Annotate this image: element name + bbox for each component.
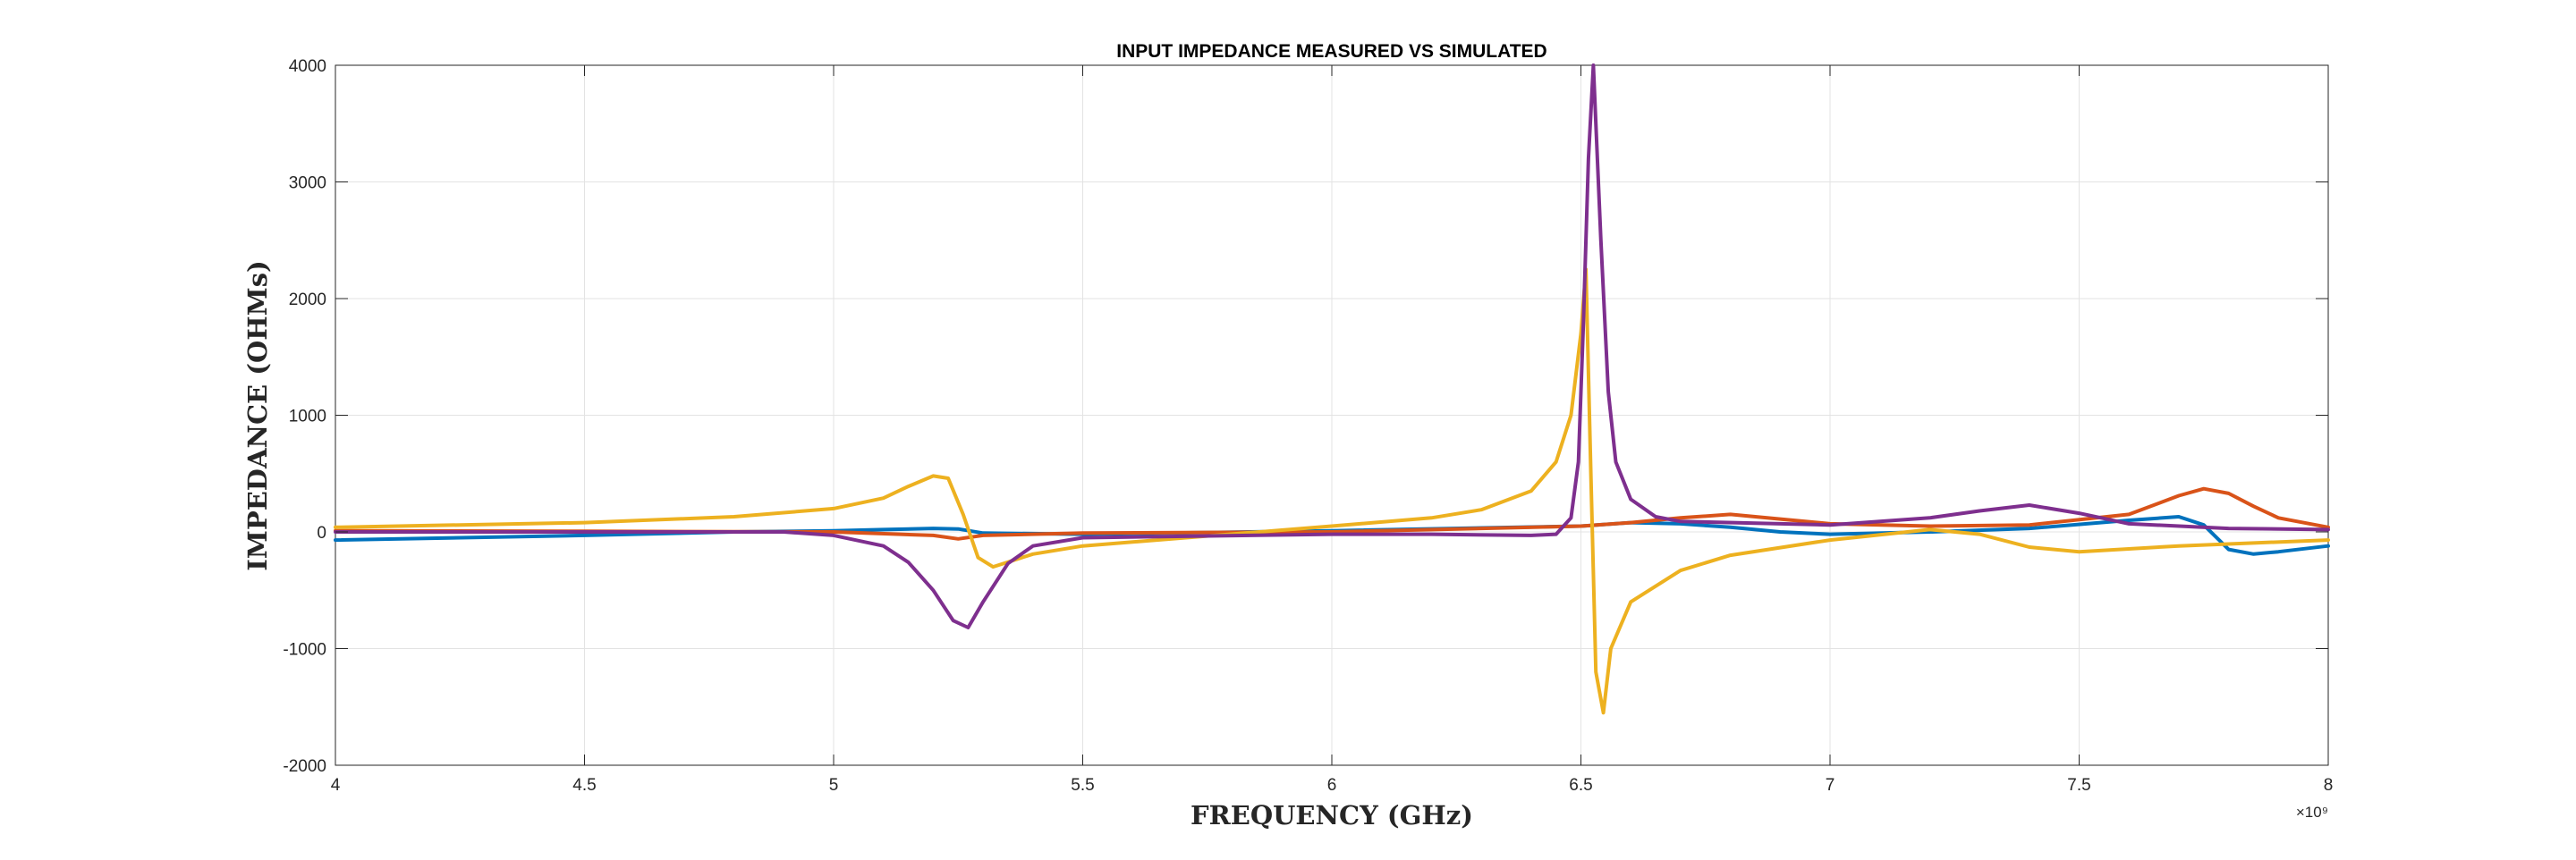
y-tick-label: 3000 — [289, 174, 326, 193]
x-axis-label: FREQUENCY (GHz) — [1191, 800, 1473, 830]
y-tick-label: -1000 — [283, 641, 326, 660]
y-tick-label: 2000 — [289, 291, 326, 309]
series-line-4 — [334, 63, 2330, 629]
y-axis-label: IMPEDANCE (OHMs) — [242, 260, 273, 571]
x-tick-label: 5.5 — [1071, 776, 1094, 795]
x-tick-label: 8 — [2324, 776, 2334, 795]
series-layer — [334, 63, 2330, 715]
x-tick-label: 6.5 — [1569, 776, 1592, 795]
x-tick-label: 6 — [1327, 776, 1337, 795]
series-line-2 — [334, 486, 2330, 541]
x-exponent-label: ×10⁹ — [2296, 804, 2328, 821]
series-line-3 — [334, 267, 2330, 715]
y-tick-label: 4000 — [289, 57, 326, 76]
grid — [335, 64, 2329, 766]
y-tick-label: 0 — [317, 524, 326, 543]
x-tick-label: 5 — [829, 776, 839, 795]
ticks: 4 4.5 5 5.5 6 6.5 7 7.5 8 -2000 -1000 0 1000 2000 3000… — [283, 57, 2333, 795]
chart-title: INPUT IMPEDANCE MEASURED VS SIMULATED — [1116, 41, 1546, 62]
y-tick-label: -2000 — [283, 757, 326, 776]
x-tick-label: 7.5 — [2067, 776, 2090, 795]
x-tick-label: 7 — [1826, 776, 1835, 795]
series-line-1 — [334, 515, 2330, 556]
y-tick-label: 1000 — [289, 408, 326, 426]
x-tick-label: 4.5 — [572, 776, 596, 795]
x-tick-label: 4 — [331, 776, 341, 795]
